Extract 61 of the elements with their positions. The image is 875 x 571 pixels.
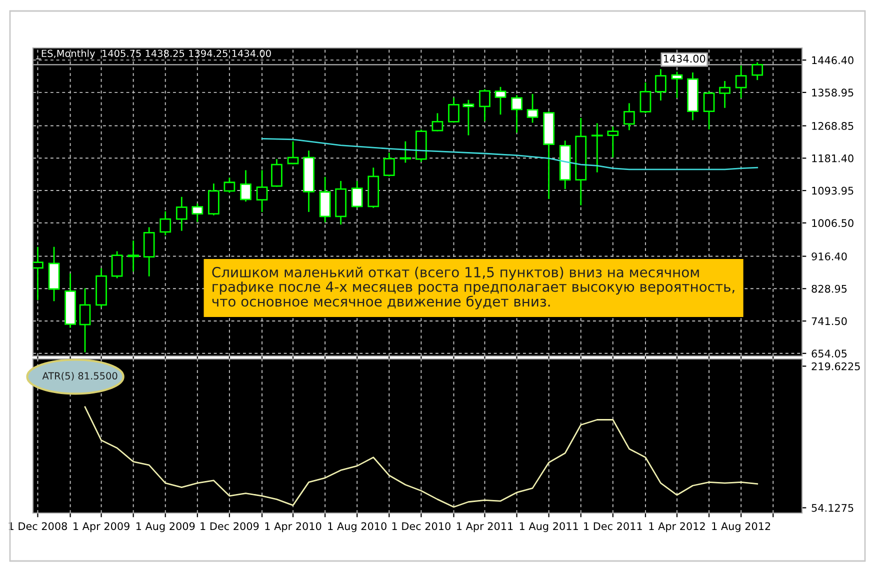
y-tick-label: 654.05 bbox=[812, 350, 847, 358]
candlestick bbox=[287, 141, 299, 164]
text: ATR(5) 81.5500 bbox=[42, 372, 118, 381]
x-tick-label: 1 Dec 2011 bbox=[584, 522, 642, 530]
x-tick-label: 1 Apr 2010 bbox=[265, 522, 322, 532]
candlestick bbox=[256, 170, 268, 212]
x-tick-label: 1 Aug 2010 bbox=[328, 522, 386, 532]
line-series bbox=[84, 406, 758, 508]
y-tick-label: 219.6225 bbox=[812, 362, 860, 370]
x-tick-label: 1 Apr 2009 bbox=[74, 522, 130, 532]
candlestick bbox=[224, 178, 236, 193]
candlestick bbox=[111, 251, 123, 278]
candlestick bbox=[400, 141, 412, 163]
candlestick bbox=[494, 86, 506, 115]
y-tick-label: 1181.40 bbox=[812, 154, 854, 162]
candlestick bbox=[208, 184, 220, 216]
x-tick-label: 1 Dec 2009 bbox=[200, 522, 259, 530]
candlestick bbox=[479, 89, 490, 122]
x-tick-label: 1 Dec 2010 bbox=[392, 522, 450, 530]
chart-title: _ES,Monthly 1405.75 1438.25 1394.25 1434.00 bbox=[36, 50, 271, 60]
annotation: Слишком маленький откат (всего 11,5 пунктов) вниз на месячном графике после 4-х месяцев роста предполагает высокую вероятность, что основное месячное движение будет вниз. bbox=[212, 266, 734, 310]
candlestick bbox=[79, 288, 91, 352]
candlestick bbox=[128, 240, 140, 272]
x-tick-label: 1 Aug 2009 bbox=[136, 522, 195, 532]
candlestick bbox=[752, 62, 764, 80]
y-tick-label: 1268.85 bbox=[812, 122, 854, 130]
candlestick bbox=[591, 123, 603, 172]
ref-line-label: 1434.00 bbox=[664, 54, 706, 63]
line-series bbox=[261, 138, 758, 170]
candlestick bbox=[240, 170, 252, 202]
x-tick-label: 1 Apr 2011 bbox=[456, 522, 513, 532]
x-tick-label: 1 Aug 2012 bbox=[712, 522, 770, 532]
candlestick bbox=[351, 180, 363, 208]
y-tick-label: 1093.95 bbox=[812, 186, 854, 195]
candlestick bbox=[655, 69, 666, 101]
candlestick bbox=[703, 91, 715, 130]
x-tick-label: 1 Aug 2011 bbox=[520, 522, 578, 532]
candlestick bbox=[640, 82, 652, 114]
candlestick bbox=[192, 204, 204, 222]
y-tick-label: 54.1275 bbox=[812, 504, 854, 512]
y-tick-label: 1446.40 bbox=[812, 56, 854, 64]
y-tick-label: 1006.50 bbox=[812, 219, 854, 228]
y-tick-label: 741.50 bbox=[812, 317, 847, 326]
candlestick bbox=[462, 100, 474, 136]
x-tick-label: 1 Apr 2012 bbox=[649, 522, 705, 532]
candlestick bbox=[448, 98, 460, 122]
candlestick bbox=[624, 103, 635, 130]
candlestick bbox=[383, 152, 395, 176]
candlestick bbox=[176, 196, 188, 231]
candlestick bbox=[526, 94, 538, 123]
candlestick bbox=[160, 211, 172, 236]
y-tick-label: 828.95 bbox=[812, 284, 847, 293]
candlestick bbox=[271, 159, 282, 187]
y-tick-label: 1358.95 bbox=[812, 88, 854, 97]
candlestick bbox=[671, 72, 683, 98]
candlestick bbox=[719, 80, 730, 108]
candlestick bbox=[735, 65, 747, 98]
y-tick-label: 916.40 bbox=[812, 252, 847, 260]
candlestick bbox=[607, 126, 619, 158]
candlestick bbox=[432, 113, 444, 132]
candlestick bbox=[511, 95, 522, 133]
